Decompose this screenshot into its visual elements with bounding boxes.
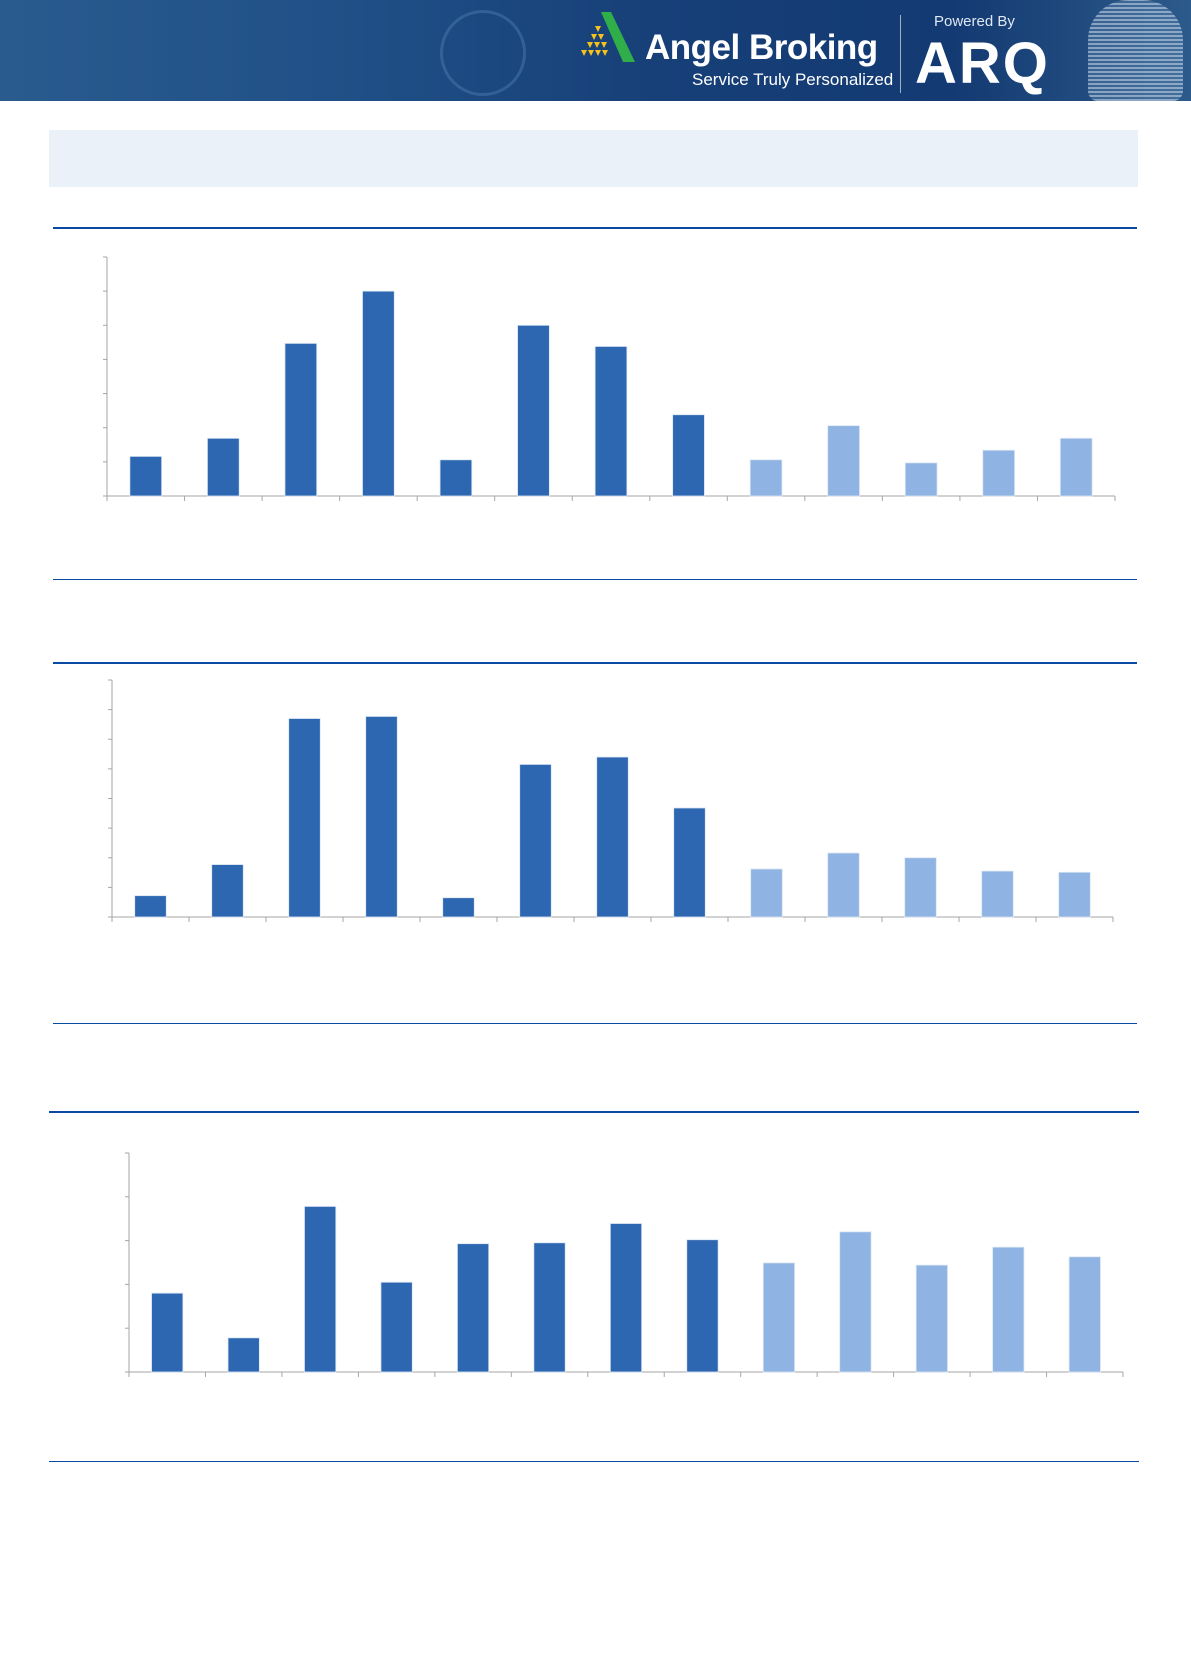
chart-1-bottom-rule xyxy=(53,579,1137,580)
chart-3-bar xyxy=(304,1206,337,1373)
chart-3-bar xyxy=(151,1292,184,1373)
chart-1-bar xyxy=(517,324,550,497)
chart-3-bar xyxy=(533,1242,566,1373)
chart-1-bar xyxy=(672,414,705,497)
chart-2-top-rule xyxy=(53,662,1137,664)
chart-2-bar xyxy=(750,868,783,918)
chart-3-bar xyxy=(762,1262,795,1373)
brand-tagline: Service Truly Personalized xyxy=(692,70,894,89)
chart-1-bar xyxy=(207,437,240,497)
chart-3-top-rule xyxy=(49,1111,1139,1113)
banner-decoration xyxy=(440,10,526,96)
chart-1-bar xyxy=(362,290,395,497)
chart-1-bar xyxy=(749,459,783,497)
angel-broking-logo-icon xyxy=(581,12,635,62)
chart-2-bar xyxy=(673,807,706,918)
chart-3-bar xyxy=(839,1231,872,1373)
chart-2-bar xyxy=(1058,871,1091,918)
title-box xyxy=(49,130,1138,187)
chart-3-bar xyxy=(609,1223,643,1373)
chart-1-bar xyxy=(1059,437,1093,497)
chart-1-bar xyxy=(439,459,473,497)
brand-name: Angel Broking xyxy=(645,28,878,67)
chart-2-bar xyxy=(134,895,167,918)
arq-logo: ARQ xyxy=(915,31,1050,96)
chart-3-bar xyxy=(457,1243,490,1373)
chart-3-bar xyxy=(227,1337,260,1373)
chart-1-bar xyxy=(284,342,318,497)
powered-by-label: Powered By xyxy=(934,13,1015,30)
header-banner: Angel Broking Service Truly Personalized… xyxy=(0,0,1191,101)
logo-divider xyxy=(900,15,901,93)
chart-2-bar xyxy=(981,870,1014,918)
chart-2-bar xyxy=(596,756,629,918)
chart-3-bar xyxy=(380,1281,413,1373)
chart-3-bar xyxy=(915,1264,948,1373)
chart-3-bar xyxy=(1068,1256,1101,1373)
chart-1-bar xyxy=(904,462,938,497)
chart-2-bar xyxy=(904,857,937,918)
chart-2-bar xyxy=(211,864,244,918)
chart-2-bar xyxy=(288,718,321,918)
chart-1-bar xyxy=(827,425,860,497)
chart-1-bar xyxy=(129,455,163,497)
chart-3-bar xyxy=(686,1239,719,1373)
chart-2-bottom-rule xyxy=(53,1023,1137,1024)
chart-1-top-rule xyxy=(53,227,1137,229)
chart-2-bar xyxy=(519,764,552,918)
chart-2-bar xyxy=(442,897,475,918)
chart-3-bar xyxy=(992,1246,1025,1373)
chart-3-bottom-rule xyxy=(49,1461,1139,1462)
chart-1-bar xyxy=(594,346,628,497)
banner-face-graphic xyxy=(1088,0,1183,101)
chart-2-bar xyxy=(365,716,398,918)
chart-1-bar xyxy=(982,449,1015,497)
chart-2-bar xyxy=(827,852,860,918)
